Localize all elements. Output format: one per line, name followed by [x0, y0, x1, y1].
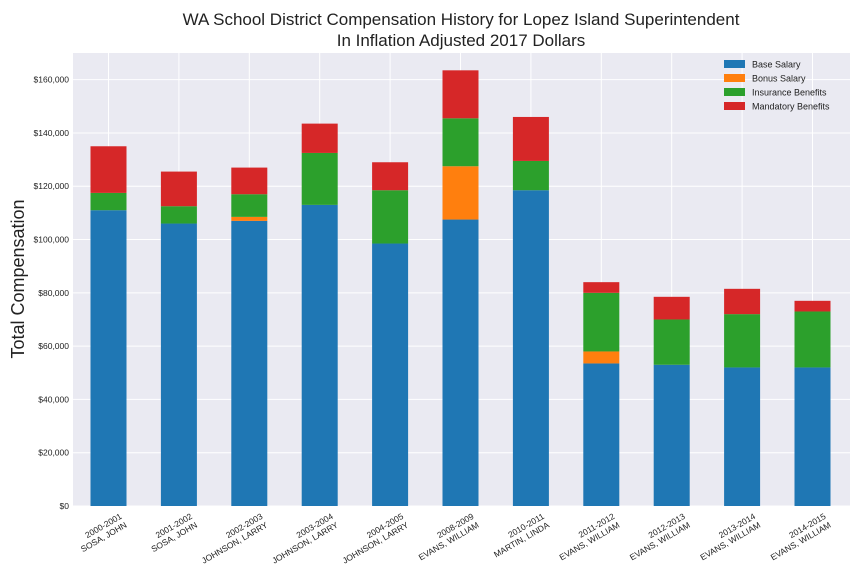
y-tick-label: $40,000	[38, 394, 69, 404]
bar-segment-base-salary	[512, 190, 549, 506]
y-tick-label: $20,000	[38, 448, 69, 458]
chart-subtitle: In Inflation Adjusted 2017 Dollars	[337, 31, 586, 50]
y-tick-label: $0	[60, 501, 70, 511]
bar-segment-base-salary	[231, 220, 268, 506]
bar-segment-insurance-benefits	[583, 292, 620, 352]
bar-segment-insurance-benefits	[372, 190, 409, 244]
y-tick-labels: $0 $20,000 $40,000 $60,000 $80,000 $100,000 $1…	[34, 75, 70, 511]
bar-segment-mandatory-benefits	[90, 146, 127, 193]
legend-label: Insurance Benefits	[752, 88, 827, 98]
y-tick-label: $140,000	[34, 128, 70, 138]
legend-label: Mandatory Benefits	[752, 102, 830, 112]
bar-segment-mandatory-benefits	[512, 116, 549, 161]
y-tick-label: $120,000	[34, 181, 70, 191]
y-tick-label: $80,000	[38, 288, 69, 298]
bars	[90, 70, 831, 506]
bar-segment-mandatory-benefits	[160, 171, 197, 207]
bar-segment-insurance-benefits	[724, 314, 761, 368]
bar-segment-bonus-salary	[231, 216, 268, 221]
bar-segment-insurance-benefits	[231, 194, 268, 217]
bar-segment-mandatory-benefits	[724, 288, 761, 315]
legend: Base Salary Bonus Salary Insurance Benefit…	[724, 60, 830, 112]
bar-segment-mandatory-benefits	[372, 162, 409, 191]
bar-segment-base-salary	[160, 223, 197, 506]
y-tick-label: $100,000	[34, 235, 70, 245]
bar-segment-mandatory-benefits	[442, 70, 479, 119]
bar-segment-mandatory-benefits	[583, 282, 620, 293]
bar-segment-base-salary	[583, 363, 620, 506]
bar-segment-insurance-benefits	[653, 319, 690, 365]
legend-swatch	[724, 88, 745, 96]
bar-segment-insurance-benefits	[301, 152, 338, 205]
legend-label: Base Salary	[752, 60, 801, 70]
legend-swatch	[724, 60, 745, 68]
y-tick-label: $60,000	[38, 341, 69, 351]
bar-segment-base-salary	[301, 204, 338, 506]
y-tick-label: $160,000	[34, 75, 70, 85]
legend-swatch	[724, 102, 745, 110]
bar-segment-bonus-salary	[442, 166, 479, 220]
bar-segment-base-salary	[724, 367, 761, 506]
bar-segment-base-salary	[442, 219, 479, 506]
bar-segment-insurance-benefits	[794, 311, 831, 368]
bar-segment-insurance-benefits	[442, 118, 479, 167]
bar-segment-mandatory-benefits	[231, 167, 268, 195]
legend-swatch	[724, 74, 745, 82]
legend-label: Bonus Salary	[752, 74, 806, 84]
bar-segment-bonus-salary	[583, 351, 620, 364]
chart-title: WA School District Compensation History …	[183, 10, 740, 29]
bar-segment-base-salary	[653, 364, 690, 506]
bar-segment-insurance-benefits	[90, 192, 127, 211]
bar-segment-mandatory-benefits	[653, 296, 690, 320]
y-axis-label: Total Compensation	[8, 199, 28, 358]
bar-segment-mandatory-benefits	[301, 123, 338, 153]
bar-segment-base-salary	[372, 243, 409, 506]
bar-segment-mandatory-benefits	[794, 300, 831, 312]
bar-segment-insurance-benefits	[512, 160, 549, 191]
bar-segment-base-salary	[794, 367, 831, 506]
bar-segment-base-salary	[90, 210, 127, 506]
bar-segment-insurance-benefits	[160, 206, 197, 224]
